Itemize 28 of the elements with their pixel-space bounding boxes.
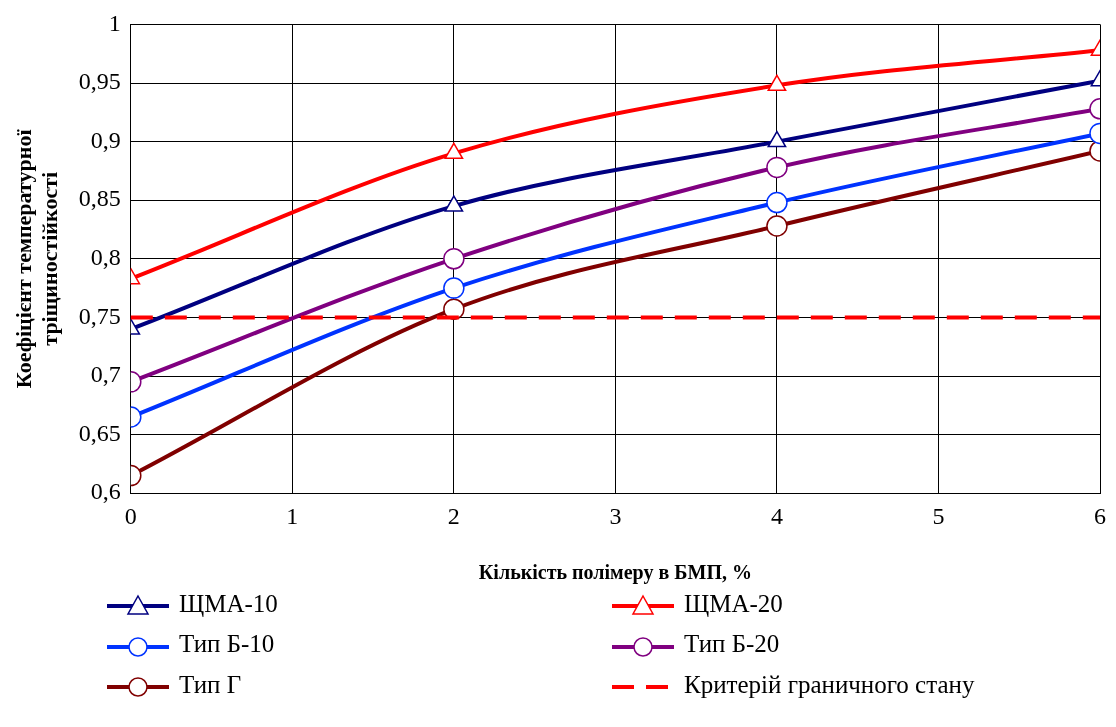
y-tick-label: 0,95 — [78, 68, 121, 95]
y-tick-label: 1 — [108, 9, 121, 36]
y-tick-label: 0,6 — [90, 478, 121, 505]
legend-label: Тип Г — [179, 670, 242, 698]
x-tick-label: 3 — [609, 502, 622, 529]
point — [444, 142, 464, 160]
x-tick-label: 5 — [932, 502, 945, 529]
x-tick-label: 1 — [286, 502, 299, 529]
legend-label: Критерій граничного стану — [684, 670, 975, 698]
point — [444, 195, 464, 212]
x-tick-label: 4 — [770, 502, 783, 529]
legend-label: ЩМА-20 — [684, 590, 783, 617]
x-tick-label: 6 — [1094, 502, 1106, 529]
y-tick-label: 0,75 — [78, 302, 121, 329]
y-tick-label: 0,7 — [90, 361, 121, 388]
x-axis-title: Кількість полімеру в БМП, % — [478, 561, 752, 585]
legend-label: ЩМА-10 — [179, 590, 278, 617]
y-axis-title: Коефіцієнт температурної тріщиностійкості — [10, 128, 63, 389]
legend-label: Тип Б-20 — [684, 630, 780, 658]
y-tick-label: 0,65 — [78, 419, 121, 446]
x-tick-label: 2 — [447, 502, 460, 529]
y-tick-label: 0,8 — [90, 244, 121, 271]
y-tick-label: 0,85 — [78, 185, 121, 212]
point — [767, 74, 787, 92]
y-tick-label: 0,9 — [90, 126, 121, 153]
point — [767, 130, 787, 148]
legend-label: Тип Б-10 — [179, 630, 275, 658]
x-tick-label: 0 — [124, 502, 137, 529]
